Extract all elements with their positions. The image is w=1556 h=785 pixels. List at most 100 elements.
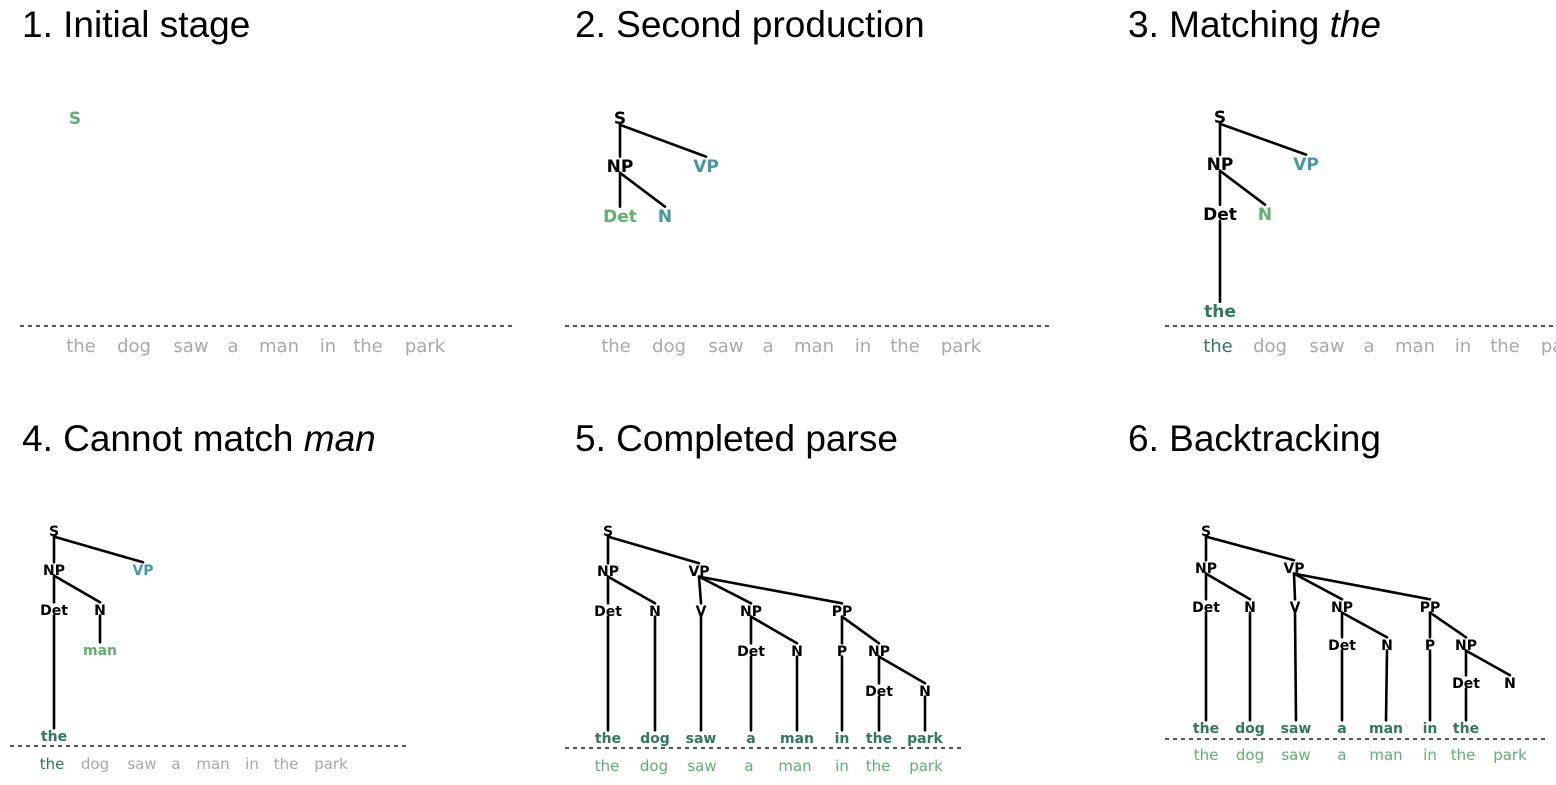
tree-edge [52,574,102,604]
panel-title: 6. Backtracking [1128,418,1381,459]
input-token: in [855,336,871,357]
tree-edge [1204,535,1296,562]
input-token: man [1369,746,1402,764]
tree-node: saw [686,731,717,747]
tree-node: PP [1420,600,1441,616]
input-token: in [245,755,259,773]
tree-edge [618,171,667,208]
input-token: the [274,755,299,773]
input-token: in [320,336,336,357]
tree-edge [1464,649,1512,677]
input-token: park [909,757,943,775]
tree-edge [749,615,799,645]
panel-title: 5. Completed parse [575,418,898,459]
panel-title: 3. Matching the [1128,4,1381,45]
tree-node: the [595,731,621,747]
tree-edge [1428,611,1468,639]
tree-node: NP [1455,638,1477,654]
tree-node: man [780,731,814,747]
tree-node: Det [737,644,765,660]
tree-edge [52,535,145,564]
tree-node: S [1201,524,1211,540]
input-token: a [1337,746,1346,764]
tree-edge [1340,611,1389,639]
tree-node: Det [1452,676,1480,692]
tree-edge [1293,611,1298,722]
input-token: park [314,755,348,773]
tree-node: the [1193,721,1219,737]
tree-edge [618,123,708,158]
panel-matching-the: 3. Matching the thedogsawamanintheparkSN… [1128,4,1556,357]
input-token: man [259,336,299,357]
tree-edge [1204,572,1252,601]
input-token: dog [652,336,686,357]
tree-node: P [837,644,847,660]
panel-title: 2. Second production [575,4,925,45]
input-token: saw [687,757,716,775]
input-token: the [1490,336,1520,357]
tree-node: NP [597,564,619,580]
tree-node: N [1381,638,1393,654]
input-token: the [601,336,631,357]
tree-node: Det [1192,600,1220,616]
input-token: a [762,336,773,357]
panel-title: 4. Cannot match man [22,418,376,459]
input-token: park [405,336,446,357]
panel-completed-parse: 5. Completed parse the dog saw a man in the par… [565,418,965,775]
input-token: dog [640,757,668,775]
tree-node: the [41,729,67,745]
tree-node: Det [865,684,893,700]
input-token: a [1363,336,1374,357]
tree-node: S [69,109,81,129]
tree-node: Det [1203,205,1237,225]
tree-edge [1218,169,1267,206]
input-token: dog [1253,336,1287,357]
tree-node: N [919,684,931,700]
tree-node: N [1244,600,1256,616]
input-token: man [778,757,811,775]
input-token: park [1541,336,1556,357]
input-token: dog [1236,746,1264,764]
tree-edge [840,615,881,645]
tree-node: N [649,604,661,620]
input-token: the [890,336,920,357]
input-token: the [595,757,620,775]
tree-edge [877,655,927,685]
tree-node: N [658,207,672,227]
tree-node: NP [1331,600,1353,616]
input-token: the [1203,336,1233,357]
tree-node: PP [832,604,853,620]
input-token: dog [81,755,109,773]
tree-node: dog [640,731,670,747]
tree-node: N [1258,205,1272,225]
tree-node: a [1337,721,1346,737]
tree-node: N [94,603,106,619]
tree-node: NP [1207,155,1234,175]
input-token: the [1451,746,1476,764]
tree-edge [606,575,657,605]
input-token: a [227,336,238,357]
input-token: saw [1309,336,1344,357]
tree-node: park [907,731,943,747]
tree-node: NP [1195,561,1217,577]
input-token: man [794,336,834,357]
input-token: saw [1281,746,1310,764]
tree-node: NP [740,604,762,620]
tree-edge [1292,572,1344,601]
tree-node: Det [594,604,622,620]
tree-node: dog [1235,721,1265,737]
input-token: park [1493,746,1527,764]
tree-edge [606,535,701,565]
tree-node: in [1423,721,1438,737]
tree-node: VP [688,564,709,580]
tree-node: VP [1293,155,1319,175]
tree-node: man [1369,721,1403,737]
tree-node: S [1214,108,1226,128]
tree-node: VP [693,157,719,177]
input-token: the [353,336,383,357]
input-token: in [1455,336,1471,357]
tree-node: S [614,109,626,129]
input-token: man [196,755,229,773]
tree-node: NP [607,157,634,177]
